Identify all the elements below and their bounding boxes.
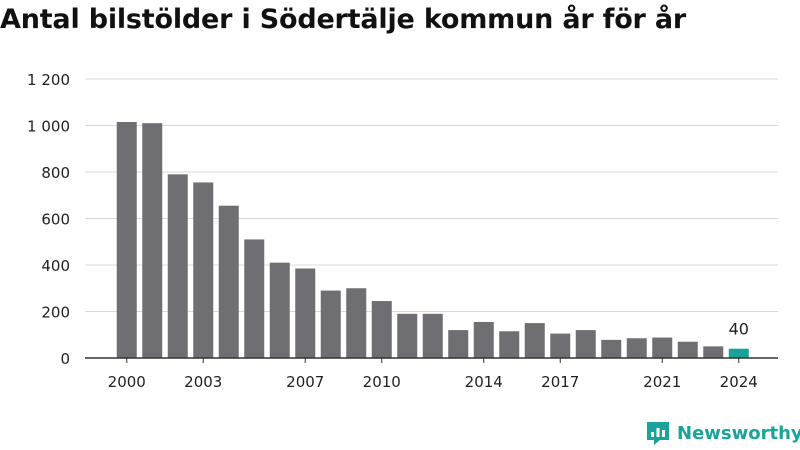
bar-2010 [371,301,392,358]
brand-name: Newsworthy [677,422,800,444]
y-tick-label: 1 000 [27,118,70,136]
bar-2019 [601,339,622,358]
x-tick-label: 2000 [108,373,146,391]
bar-2023 [703,346,724,358]
newsworthy-logo: Newsworthy [644,419,800,447]
bar-2022 [677,341,698,358]
y-tick-label: 200 [41,304,70,322]
x-tick-label: 2007 [286,373,324,391]
bar-2009 [346,288,367,358]
bar-2008 [320,290,341,358]
x-axis-ticks: 2000 2003 2007 2010 2014 2017 2021 2024 [108,358,758,391]
x-tick-label: 2003 [184,373,222,391]
bar-2012 [422,313,443,358]
x-tick-label: 2024 [720,373,758,391]
bar-2004 [218,205,239,358]
gridlines [85,78,778,312]
bar-2014 [473,321,494,358]
bar-2011 [397,313,418,358]
bar-2017 [550,333,571,358]
bar-2021 [652,337,673,358]
bar-chart: 0 200 400 600 800 1 000 1 200 2000 2003 2007 2010… [27,71,778,391]
y-tick-label: 400 [41,257,70,275]
bars [116,122,749,358]
bar-2020 [626,338,647,358]
bar-2002 [167,174,188,358]
chart-title: Antal bilstölder i Södertälje kommun år … [0,4,686,35]
bar-2005 [244,239,265,358]
data-label-2024: 40 [729,320,749,339]
y-tick-label: 800 [41,164,70,182]
bar-2006 [269,262,290,358]
x-tick-label: 2010 [363,373,401,391]
bar-2000 [116,122,137,358]
y-axis-tick-labels: 0 200 400 600 800 1 000 1 200 [27,71,70,368]
newsworthy-icon [647,422,669,445]
x-tick-label: 2014 [465,373,503,391]
bar-2003 [193,182,214,358]
bar-2013 [448,330,469,358]
x-tick-label: 2017 [541,373,579,391]
bar-2015 [499,331,520,358]
y-tick-label: 0 [60,350,70,368]
bar-2016 [524,323,545,358]
bar-2024 [728,348,749,358]
y-tick-label: 600 [41,211,70,229]
bar-2018 [575,330,596,358]
bar-2001 [142,123,163,358]
x-tick-label: 2021 [643,373,681,391]
y-tick-label: 1 200 [27,71,70,89]
data-labels: 40 [729,320,749,339]
bar-2007 [295,268,316,358]
